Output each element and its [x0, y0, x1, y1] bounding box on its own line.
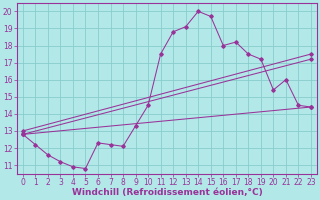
- X-axis label: Windchill (Refroidissement éolien,°C): Windchill (Refroidissement éolien,°C): [72, 188, 262, 197]
